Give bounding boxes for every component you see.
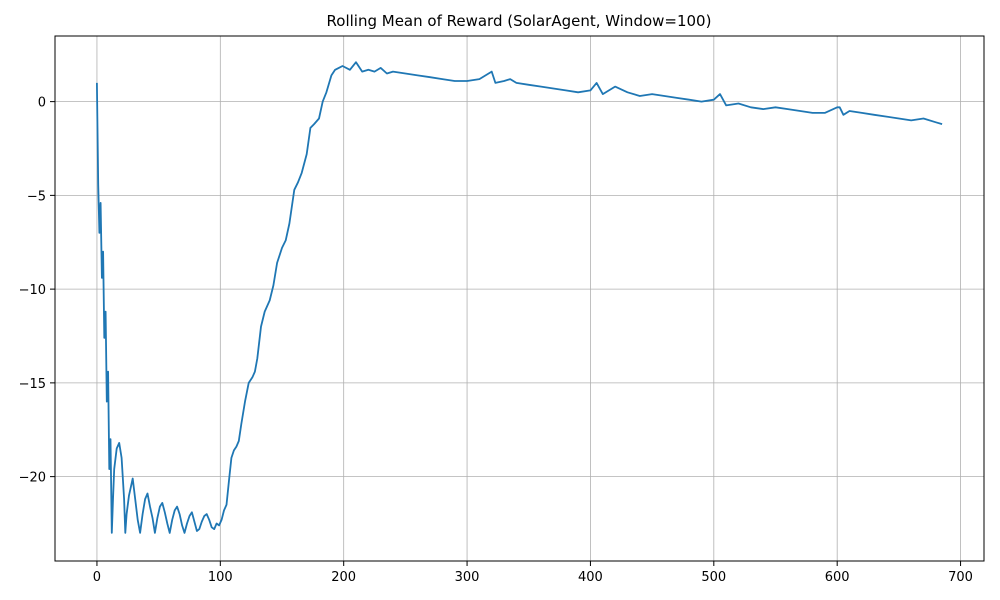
y-tick-label: −15 [19,377,46,392]
y-tick-label: −20 [19,471,46,486]
chart-title: Rolling Mean of Reward (SolarAgent, Wind… [327,12,712,30]
x-tick-label: 0 [93,570,101,585]
x-tick-label: 700 [948,570,973,585]
x-tick-label: 400 [578,570,603,585]
axes-frame [54,35,985,562]
y-tick-label: 0 [38,96,46,111]
plot-area [96,61,943,534]
y-tick-label: −10 [19,283,46,298]
x-tick-label: 600 [825,570,850,585]
x-tick-label: 500 [701,570,726,585]
reward-rolling-mean-line [96,61,943,534]
x-axis: 0 100 200 300 400 500 600 700 [93,561,973,585]
x-tick-label: 100 [208,570,233,585]
x-tick-label: 300 [455,570,480,585]
y-tick-label: −5 [27,189,46,204]
grid-lines [55,36,984,561]
x-tick-label: 200 [331,570,356,585]
y-axis: 0 −5 −10 −15 −20 [19,96,55,486]
